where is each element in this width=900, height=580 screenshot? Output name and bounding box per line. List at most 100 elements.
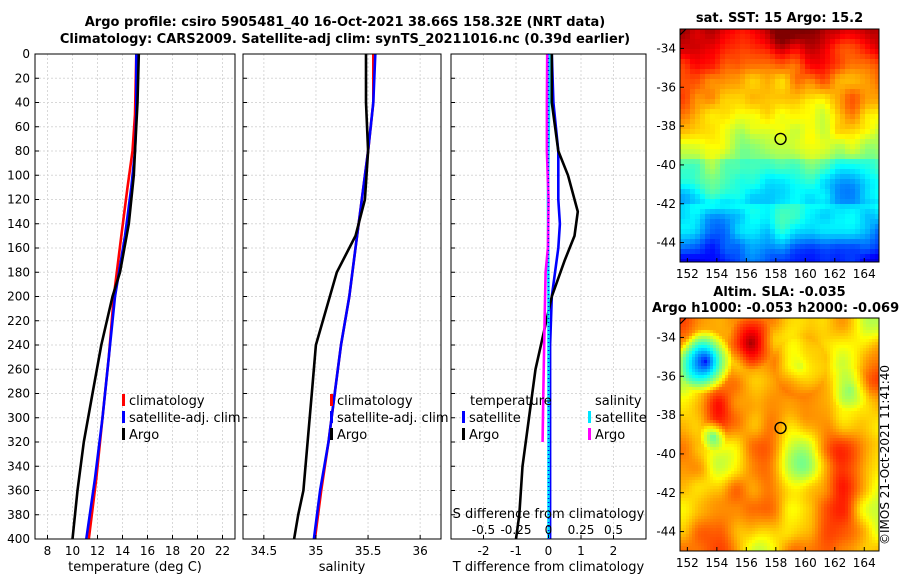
y-tick-label: 340 [7, 459, 30, 473]
secondary-x-tick-label: 0 [545, 523, 553, 537]
legend-label: climatology [129, 394, 205, 409]
y-tick-label: 80 [15, 144, 30, 158]
x-tick-label: 158 [764, 556, 787, 570]
y-tick-label: 280 [7, 387, 30, 401]
legend-swatch [330, 411, 333, 423]
map-subtitle: Argo h1000: -0.053 h2000: -0.069 [652, 301, 899, 316]
x-tick-label: 152 [676, 556, 699, 570]
figure-title-line2: Climatology: CARS2009. Satellite-adj cli… [59, 32, 631, 47]
y-tick-label: 240 [7, 338, 30, 352]
y-tick-label: 360 [7, 484, 30, 498]
y-tick-label: -42 [656, 486, 676, 500]
legend-swatch [122, 394, 125, 406]
heatmap-cells [680, 29, 880, 263]
y-tick-label: -34 [656, 330, 676, 344]
x-tick-label: 164 [853, 267, 876, 281]
series-line-argo [71, 53, 141, 540]
legend-group-title: temperature [470, 394, 552, 409]
salinity-profile: 34.5 35 35.5 36 salinity climatology satellite… [242, 53, 449, 575]
x-tick-label: 36 [413, 544, 428, 558]
temperature-profile: 0 20 40 60 80 100 120 140 160 180 200 220 240 260 280 3… [7, 47, 241, 575]
x-tick-label: 2 [610, 544, 618, 558]
secondary-x-tick-label: -0.25 [500, 523, 531, 537]
secondary-x-tick-label: 0.25 [568, 523, 595, 537]
difference-profile: -2 -1 0 1 2 T difference from climatology -0.5… [450, 53, 647, 575]
legend-swatch [462, 428, 465, 440]
y-tick-label: 140 [7, 217, 30, 231]
x-tick-label: 160 [794, 267, 817, 281]
y-tick-label: 180 [7, 265, 30, 279]
legend-label: Argo [469, 428, 499, 443]
x-tick-label: -1 [510, 544, 522, 558]
map-frame [679, 28, 880, 263]
legend-swatch [330, 394, 333, 406]
x-tick-label: 1 [577, 544, 585, 558]
coastline [679, 317, 687, 325]
y-tick-label: 100 [7, 168, 30, 182]
sla-map: 152 154 156 158 160 162 164 -34 -36 -38 -40 -42 -44 A… [652, 285, 899, 570]
y-tick-label: 120 [7, 193, 30, 207]
x-axis-label: T difference from climatology [452, 560, 645, 575]
x-tick-label: 10 [65, 544, 80, 558]
x-tick-label: 34.5 [250, 544, 277, 558]
legend: temperature salinity satellite Argo satellit… [462, 394, 647, 443]
y-tick-label: 0 [22, 47, 30, 61]
map-title: Altim. SLA: -0.035 [713, 285, 845, 300]
series-line-argo [292, 54, 370, 540]
x-tick-label: 16 [140, 544, 155, 558]
x-tick-label: 154 [705, 267, 728, 281]
figure-title-line1: Argo profile: csiro 5905481_40 16-Oct-20… [84, 15, 606, 30]
secondary-x-tick-label: 0.5 [604, 523, 623, 537]
y-tick-label: 60 [15, 120, 30, 134]
x-tick-label: 158 [764, 267, 787, 281]
x-axis-label: salinity [319, 560, 366, 575]
legend-label: satellite [469, 411, 521, 426]
legend-swatch [122, 411, 125, 423]
x-tick-label: 154 [705, 556, 728, 570]
legend-label: Argo [129, 428, 159, 443]
legend-label: satellite-adj. clim [337, 411, 449, 426]
x-tick-label: 12 [90, 544, 105, 558]
x-tick-label: 8 [44, 544, 52, 558]
x-tick-label: 35.5 [355, 544, 382, 558]
legend-swatch [122, 428, 125, 440]
y-tick-label: -38 [656, 119, 676, 133]
y-tick-label: 40 [15, 96, 30, 110]
y-tick-label: 160 [7, 241, 30, 255]
y-tick-label: 260 [7, 362, 30, 376]
argo-position-marker [774, 132, 787, 146]
legend: climatology satellite-adj. clim Argo [330, 394, 449, 443]
argo-position-marker [774, 421, 787, 435]
y-tick-label: 380 [7, 508, 30, 522]
x-tick-label: 156 [735, 556, 758, 570]
secondary-x-axis-label: S difference from climatology [453, 507, 645, 522]
legend-label: satellite-adj. clim [129, 411, 241, 426]
y-tick-label: -44 [656, 236, 676, 250]
y-tick-label: -42 [656, 197, 676, 211]
x-tick-label: 35 [308, 544, 323, 558]
map-frame [679, 317, 880, 552]
y-tick-label: -36 [656, 369, 676, 383]
x-tick-label: 18 [165, 544, 180, 558]
series-line-argo [514, 54, 580, 540]
legend-swatch [462, 411, 465, 423]
legend-label: Argo [337, 428, 367, 443]
legend-label: satellite [595, 411, 647, 426]
y-tick-label: -38 [656, 408, 676, 422]
y-tick-label: 320 [7, 435, 30, 449]
x-tick-label: 162 [823, 556, 846, 570]
y-tick-label: 400 [7, 532, 30, 546]
x-tick-label: 156 [735, 267, 758, 281]
sst-map: 152 154 156 158 160 162 164 -34 -36 -38 -40 -42 -44 s… [656, 11, 880, 281]
imos-timestamp: ©IMOS 21-Oct-2021 11:41:40 [878, 364, 892, 545]
y-tick-label: -36 [656, 80, 676, 94]
x-tick-label: 164 [853, 556, 876, 570]
legend-swatch [588, 411, 591, 423]
y-tick-label: 300 [7, 411, 30, 425]
x-tick-label: 152 [676, 267, 699, 281]
legend-swatch [330, 428, 333, 440]
legend-label: Argo [595, 428, 625, 443]
x-tick-label: 22 [215, 544, 230, 558]
series-line-satellite-adj-clim [312, 53, 377, 540]
